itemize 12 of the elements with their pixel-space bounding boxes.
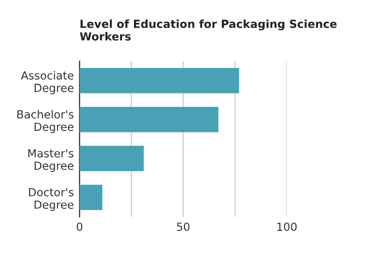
- x-tick-label: 0: [76, 222, 82, 231]
- x-tick-label: 50: [176, 222, 190, 231]
- bar: [80, 106, 218, 132]
- bar: [80, 184, 102, 210]
- bar: [80, 146, 144, 172]
- y-tick-label: Doctor's Degree: [29, 188, 74, 211]
- chart-title: Level of Education for Packaging Science Workers: [80, 19, 337, 41]
- y-tick-label: Master's Degree: [28, 149, 74, 172]
- y-tick-label: Associate Degree: [20, 71, 74, 94]
- y-tick-label: Bachelor's Degree: [17, 110, 74, 134]
- x-tick-label: 100: [277, 222, 297, 231]
- bar: [80, 68, 240, 94]
